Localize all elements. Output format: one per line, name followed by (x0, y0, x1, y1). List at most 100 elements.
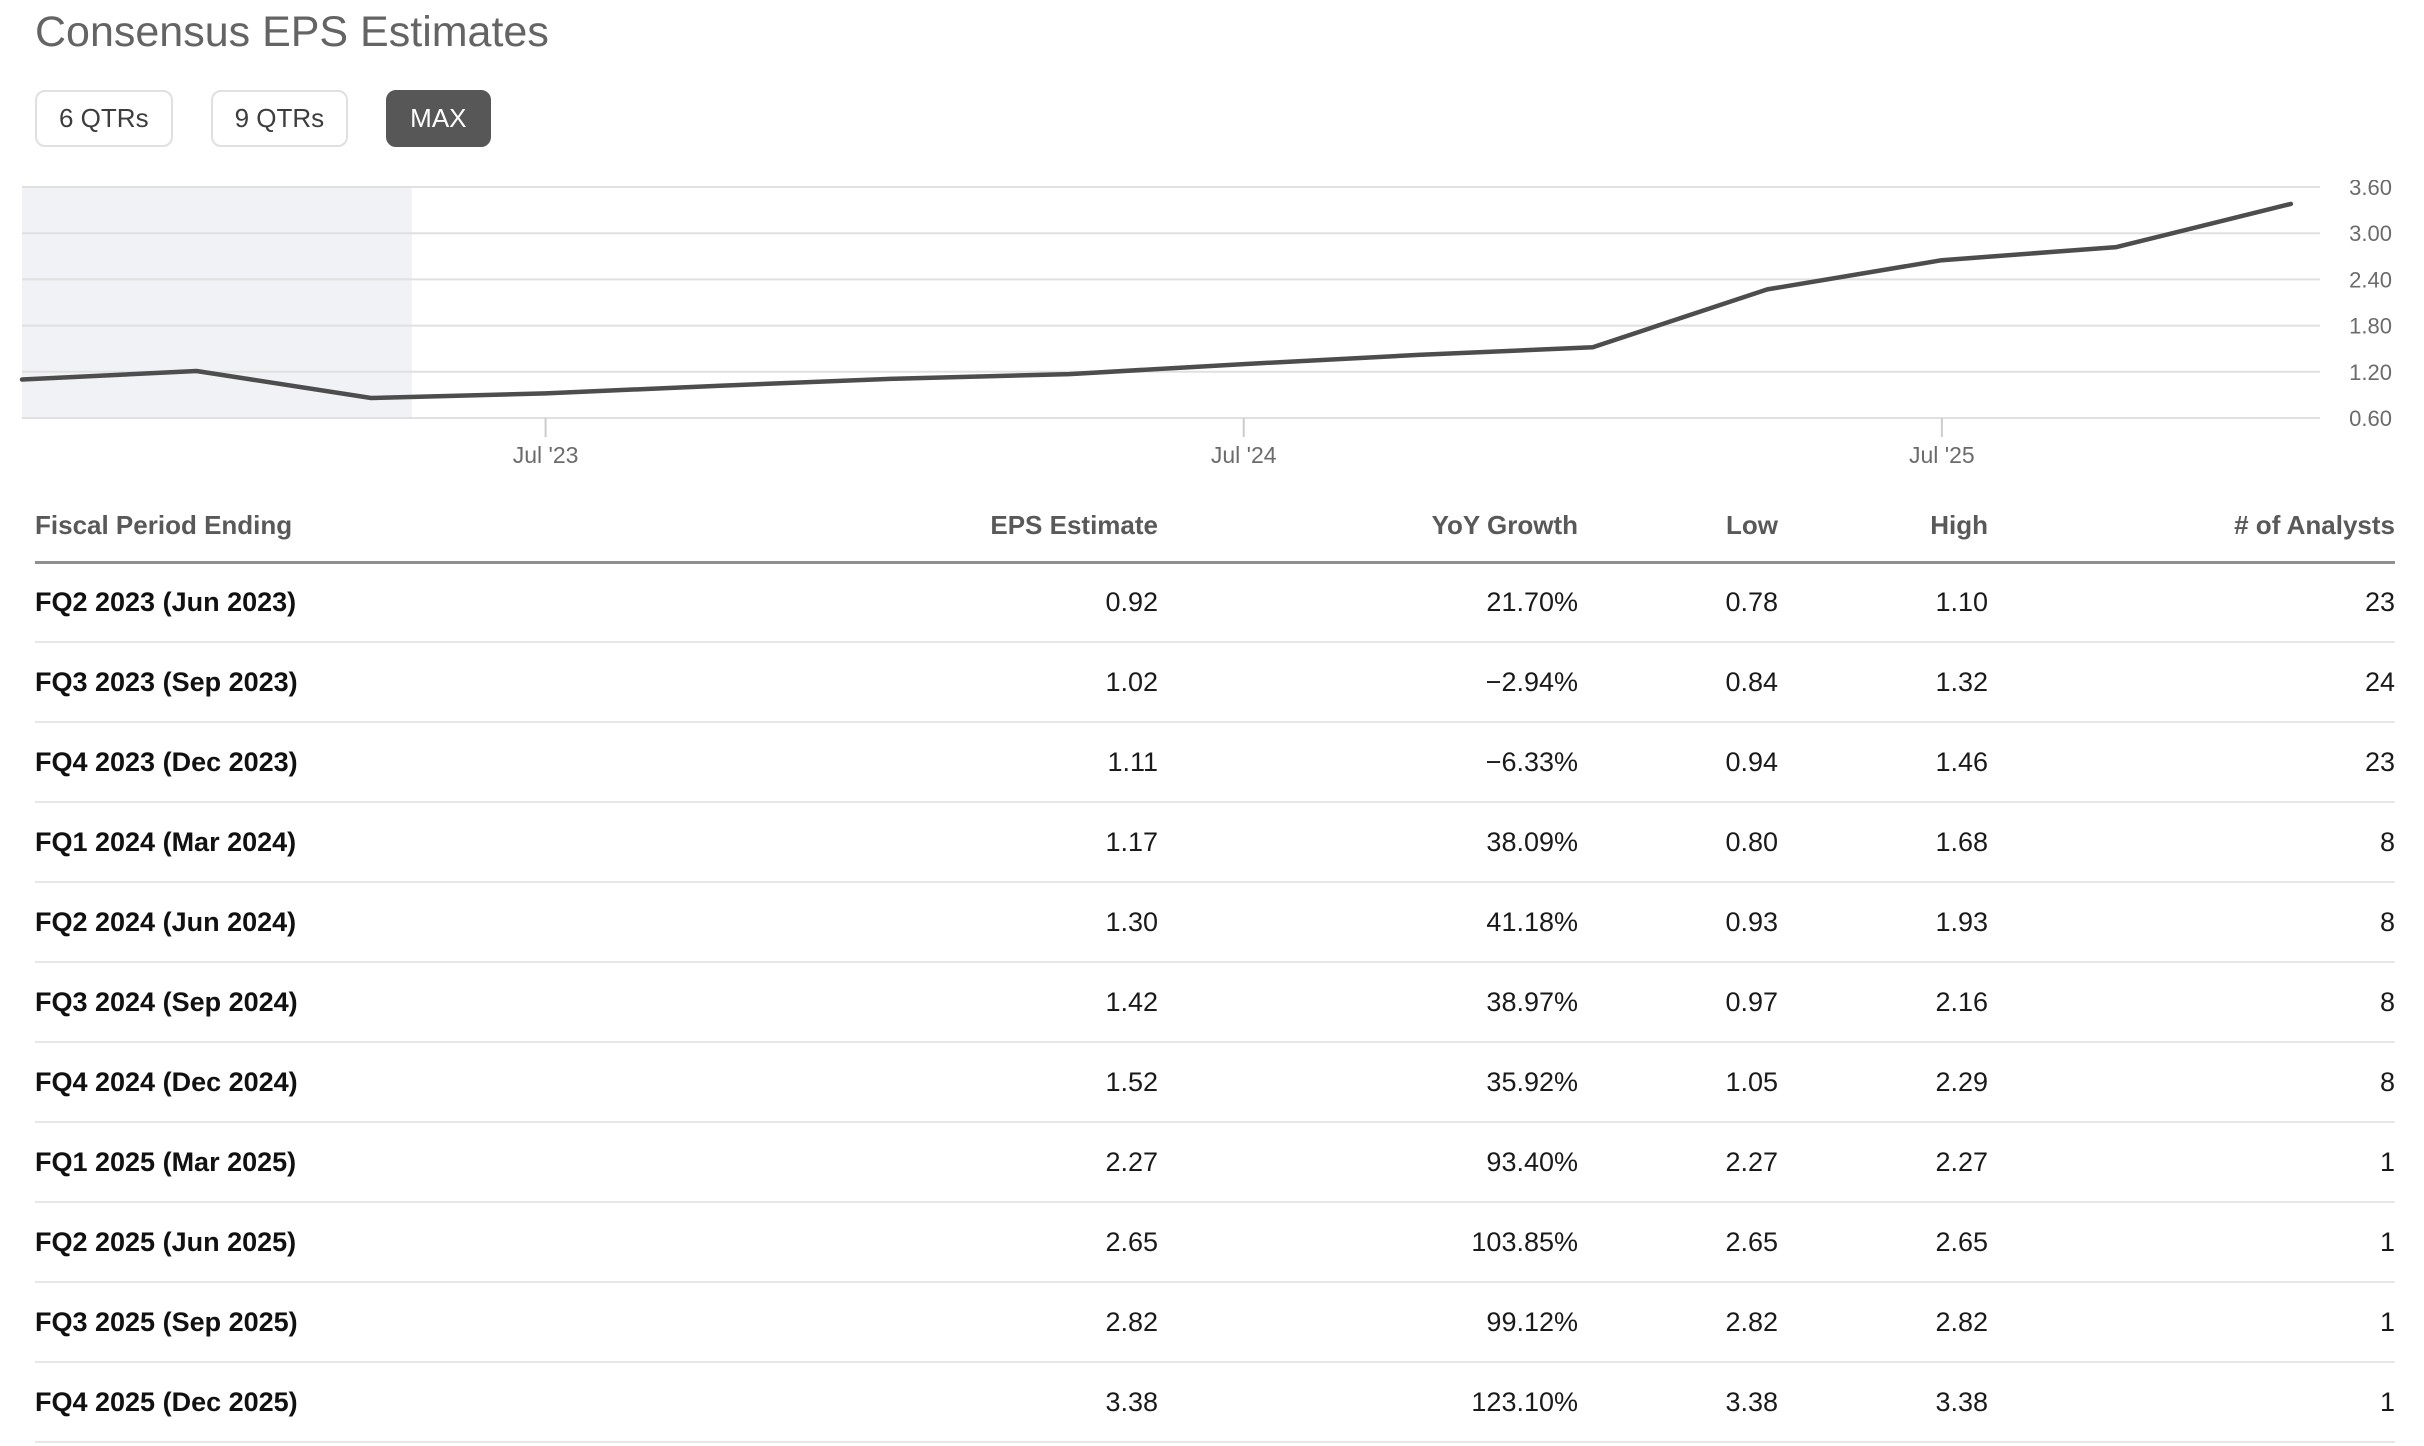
eps-line-chart: 3.60 3.00 2.40 1.80 1.20 0.60 Jul '23 Jul '24 Ju… (19, 180, 2392, 468)
value-cell: 1 (1988, 1282, 2395, 1363)
fiscal-period-cell: FQ4 2023 (Dec 2023) (35, 722, 735, 803)
column-header-fiscal-period-ending: Fiscal Period Ending (35, 490, 735, 564)
fiscal-period-cell: FQ4 2024 (Dec 2024) (35, 1042, 735, 1123)
table-row: FQ2 2024 (Jun 2024) 1.30 41.18% 0.93 1.93 8 (35, 882, 2395, 963)
value-cell: 0.93 (1578, 882, 1778, 963)
value-cell: 23 (1988, 722, 2395, 803)
value-cell: 1 (1988, 1362, 2395, 1443)
fiscal-period-cell: FQ1 2025 (Mar 2025) (35, 1122, 735, 1203)
value-cell: 1.42 (735, 962, 1158, 1043)
value-cell: 8 (1988, 962, 2395, 1043)
value-cell: 1 (1988, 1202, 2395, 1283)
value-cell: 2.65 (1578, 1202, 1778, 1283)
column-header-eps-estimate: EPS Estimate (735, 490, 1158, 564)
column-header--of-analysts: # of Analysts (1988, 490, 2395, 564)
value-cell: 103.85% (1158, 1202, 1578, 1283)
value-cell: 3.38 (735, 1362, 1158, 1443)
column-header-yoy-growth: YoY Growth (1158, 490, 1578, 564)
value-cell: 2.27 (1778, 1122, 1988, 1203)
estimates-table-head: Fiscal Period Ending EPS Estimate YoY Grow… (35, 490, 2395, 564)
table-row: FQ3 2023 (Sep 2023) 1.02 −2.94% 0.84 1.32 24 (35, 642, 2395, 723)
value-cell: 1.17 (735, 802, 1158, 883)
chart-y-axis-label: 1.20 (2349, 360, 2392, 385)
value-cell: 3.38 (1578, 1362, 1778, 1443)
value-cell: 8 (1988, 1042, 2395, 1123)
table-row: FQ1 2024 (Mar 2024) 1.17 38.09% 0.80 1.68 8 (35, 802, 2395, 883)
value-cell: 8 (1988, 882, 2395, 963)
value-cell: 2.82 (735, 1282, 1158, 1363)
chart-y-axis-label: 3.60 (2349, 180, 2392, 200)
value-cell: 1.32 (1778, 642, 1988, 723)
column-header-low: Low (1578, 490, 1778, 564)
range-button-6-qtrs[interactable]: 6 QTRs (35, 90, 173, 147)
chart-y-axis-label: 3.00 (2349, 221, 2392, 246)
eps-chart: 3.60 3.00 2.40 1.80 1.20 0.60 Jul '23 Jul '24 Ju… (0, 180, 2424, 480)
fiscal-period-cell: FQ3 2024 (Sep 2024) (35, 962, 735, 1043)
table-row: FQ2 2025 (Jun 2025) 2.65 103.85% 2.65 2.65 1 (35, 1202, 2395, 1283)
value-cell: 1.68 (1778, 802, 1988, 883)
value-cell: 99.12% (1158, 1282, 1578, 1363)
eps-consensus-line (19, 201, 2294, 401)
fiscal-period-cell: FQ4 2025 (Dec 2025) (35, 1362, 735, 1443)
fiscal-period-cell: FQ1 2024 (Mar 2024) (35, 802, 735, 883)
value-cell: 2.16 (1778, 962, 1988, 1043)
value-cell: 1.11 (735, 722, 1158, 803)
chart-y-axis-label: 2.40 (2349, 267, 2392, 292)
value-cell: 38.09% (1158, 802, 1578, 883)
chart-x-axis-label: Jul '24 (1211, 442, 1277, 468)
fiscal-period-cell: FQ2 2024 (Jun 2024) (35, 882, 735, 963)
value-cell: 1.10 (1778, 562, 1988, 643)
value-cell: −2.94% (1158, 642, 1578, 723)
value-cell: 2.82 (1578, 1282, 1778, 1363)
range-button-9-qtrs[interactable]: 9 QTRs (210, 90, 349, 147)
value-cell: 2.29 (1778, 1042, 1988, 1123)
value-cell: 1.46 (1778, 722, 1988, 803)
value-cell: 2.27 (735, 1122, 1158, 1203)
value-cell: 93.40% (1158, 1122, 1578, 1203)
estimates-table-body: FQ2 2023 (Jun 2023) 0.92 21.70% 0.78 1.10 23 F… (35, 562, 2395, 1443)
value-cell: 24 (1988, 642, 2395, 723)
chart-x-axis-label: Jul '23 (513, 442, 579, 468)
value-cell: 0.97 (1578, 962, 1778, 1043)
chart-x-axis-label: Jul '25 (1909, 442, 1975, 468)
table-row: FQ3 2025 (Sep 2025) 2.82 99.12% 2.82 2.82 1 (35, 1282, 2395, 1363)
fiscal-period-cell: FQ3 2025 (Sep 2025) (35, 1282, 735, 1363)
value-cell: 0.80 (1578, 802, 1778, 883)
page-title: Consensus EPS Estimates (35, 8, 549, 56)
range-button-max[interactable]: MAX (386, 90, 491, 147)
value-cell: 41.18% (1158, 882, 1578, 963)
value-cell: 2.82 (1778, 1282, 1988, 1363)
value-cell: −6.33% (1158, 722, 1578, 803)
table-row: FQ4 2023 (Dec 2023) 1.11 −6.33% 0.94 1.46 23 (35, 722, 2395, 803)
chart-past-shaded-region (22, 187, 412, 418)
column-header-high: High (1778, 490, 1988, 564)
table-row: FQ2 2023 (Jun 2023) 0.92 21.70% 0.78 1.10 23 (35, 562, 2395, 643)
chart-y-axis-label: 1.80 (2349, 314, 2392, 339)
value-cell: 1.05 (1578, 1042, 1778, 1123)
fiscal-period-cell: FQ3 2023 (Sep 2023) (35, 642, 735, 723)
value-cell: 38.97% (1158, 962, 1578, 1043)
value-cell: 8 (1988, 802, 2395, 883)
value-cell: 1.93 (1778, 882, 1988, 963)
value-cell: 0.78 (1578, 562, 1778, 643)
value-cell: 0.84 (1578, 642, 1778, 723)
estimates-table: Fiscal Period Ending EPS Estimate YoY Grow… (35, 490, 2395, 1443)
table-row: FQ3 2024 (Sep 2024) 1.42 38.97% 0.97 2.16 8 (35, 962, 2395, 1043)
value-cell: 23 (1988, 562, 2395, 643)
value-cell: 2.27 (1578, 1122, 1778, 1203)
value-cell: 2.65 (735, 1202, 1158, 1283)
value-cell: 2.65 (1778, 1202, 1988, 1283)
value-cell: 1.30 (735, 882, 1158, 963)
value-cell: 3.38 (1778, 1362, 1988, 1443)
value-cell: 0.94 (1578, 722, 1778, 803)
value-cell: 123.10% (1158, 1362, 1578, 1443)
value-cell: 1 (1988, 1122, 2395, 1203)
fiscal-period-cell: FQ2 2025 (Jun 2025) (35, 1202, 735, 1283)
table-row: FQ1 2025 (Mar 2025) 2.27 93.40% 2.27 2.27 1 (35, 1122, 2395, 1203)
range-selector: 6 QTRs 9 QTRs MAX (35, 90, 491, 147)
value-cell: 0.92 (735, 562, 1158, 643)
chart-y-axis-label: 0.60 (2349, 406, 2392, 431)
value-cell: 35.92% (1158, 1042, 1578, 1123)
value-cell: 1.52 (735, 1042, 1158, 1123)
